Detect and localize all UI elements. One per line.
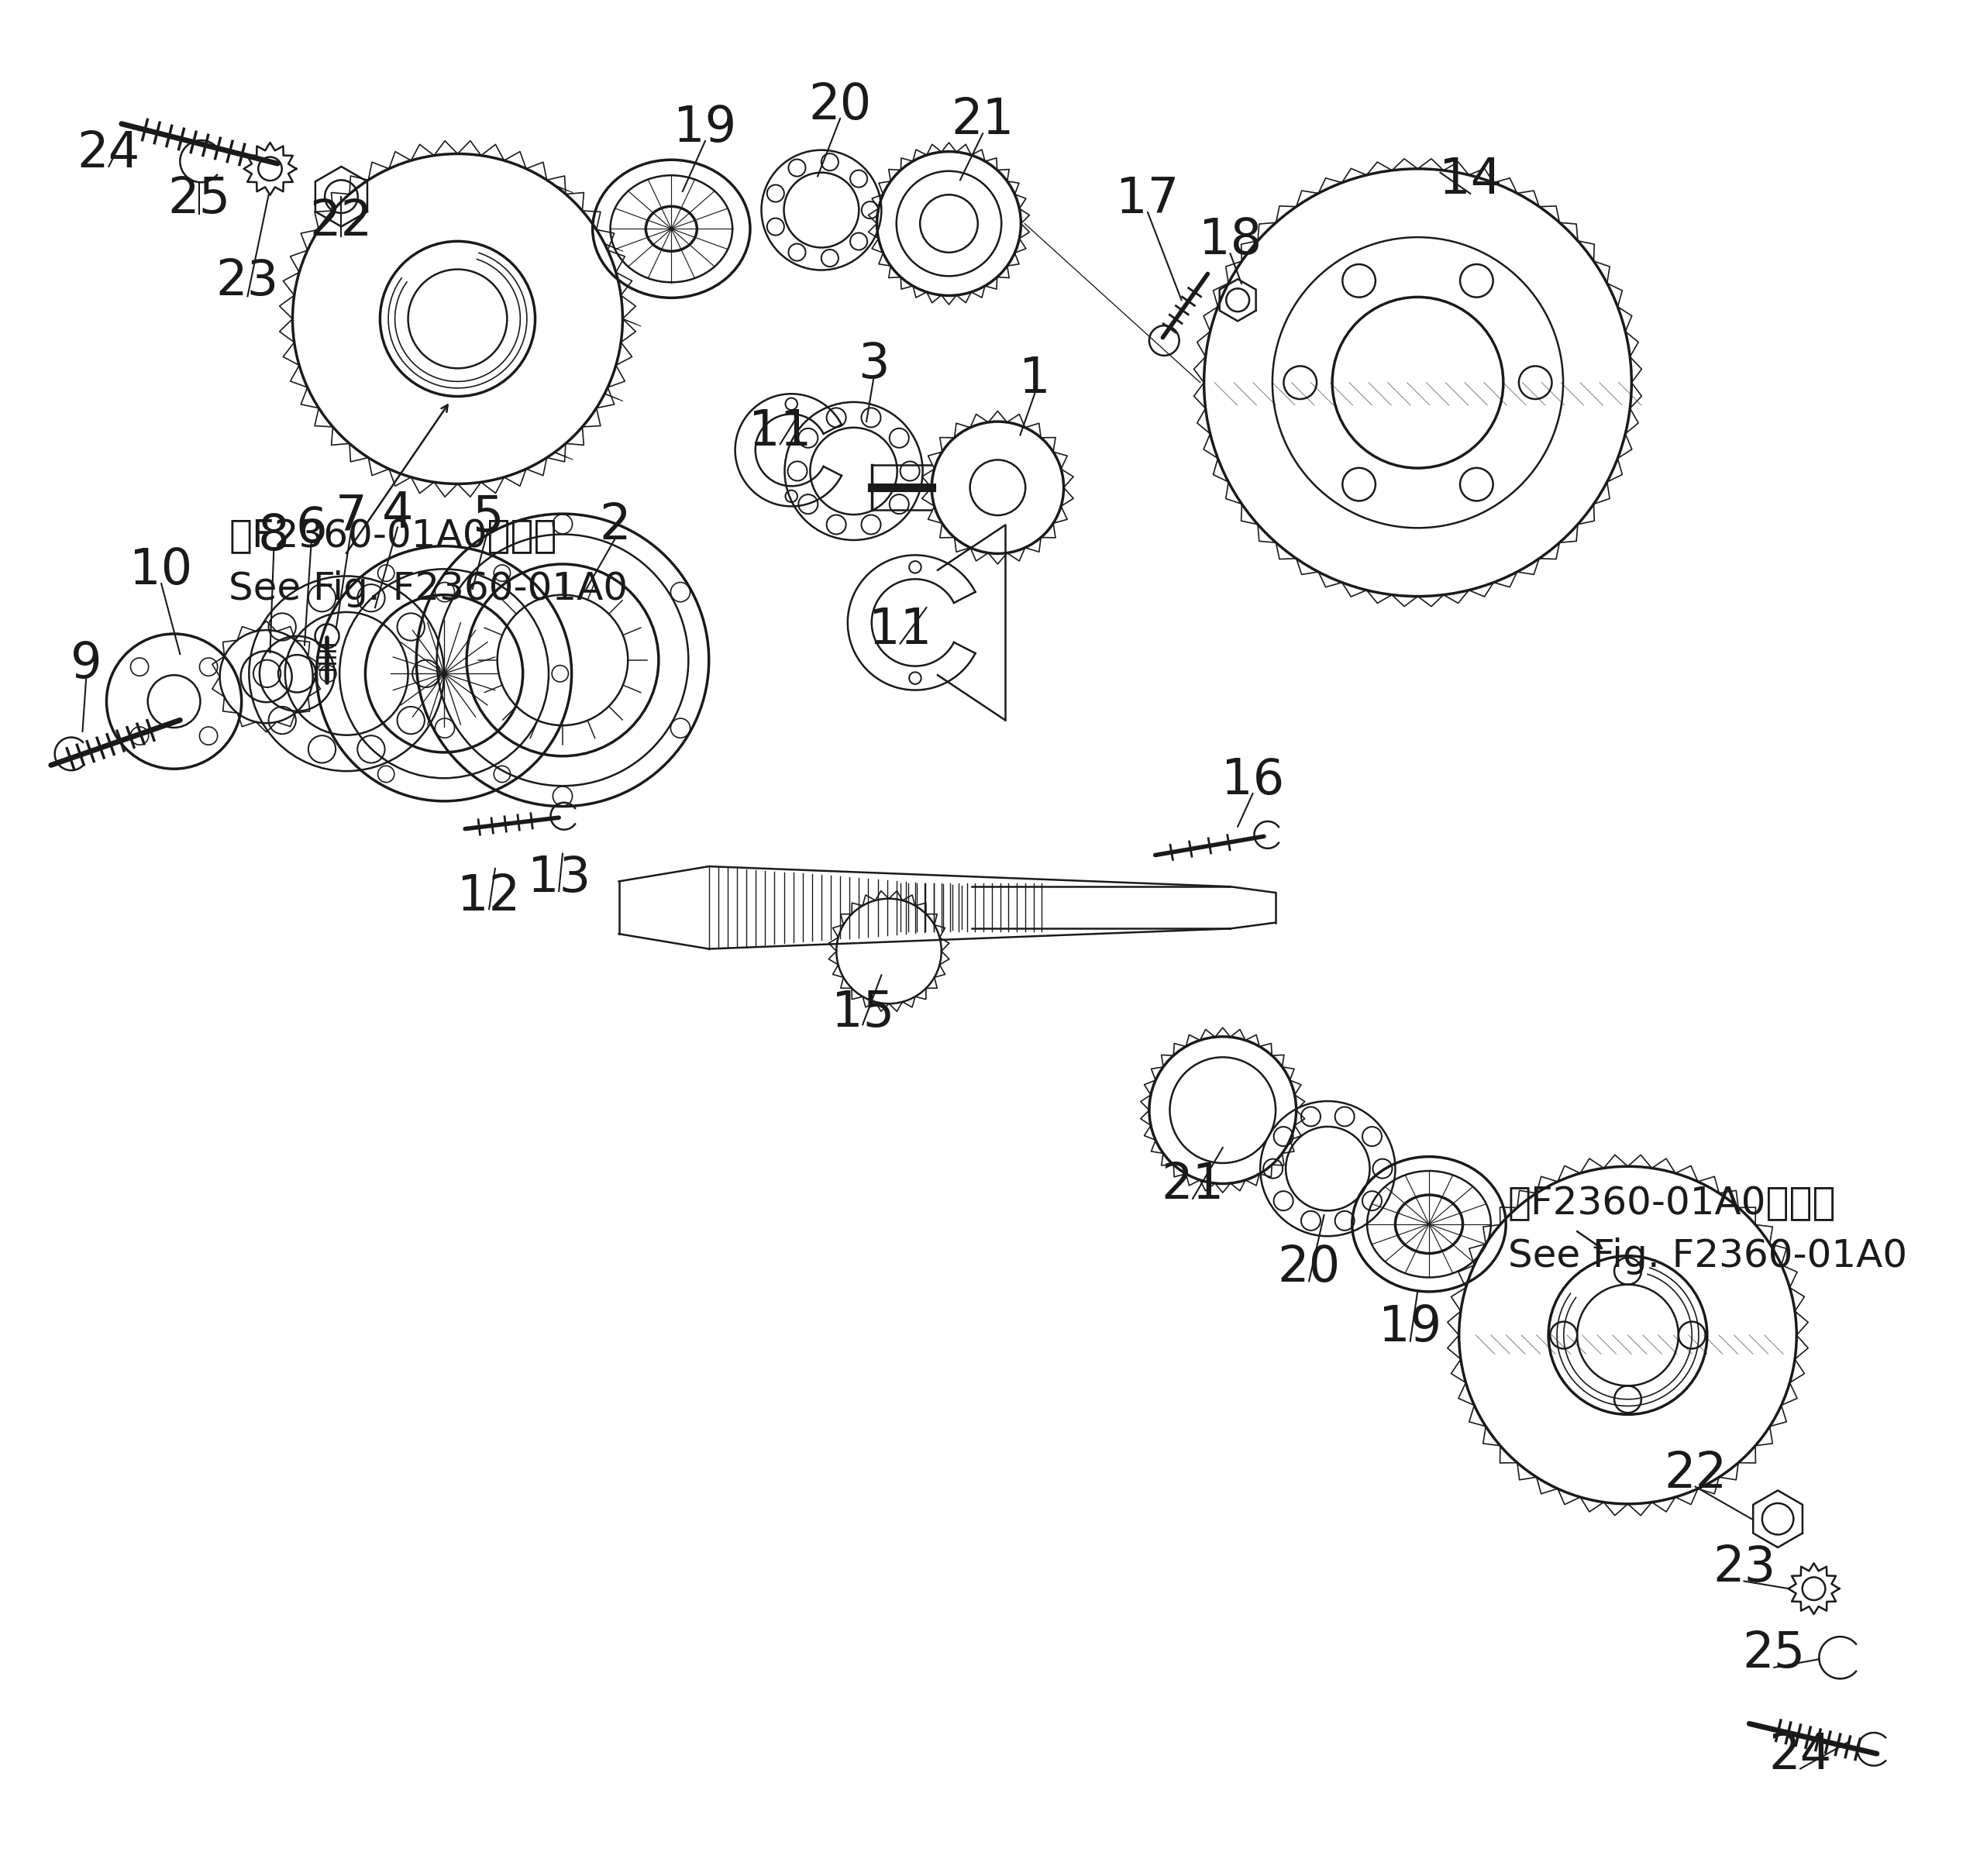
Text: 4: 4: [382, 490, 413, 538]
Text: 20: 20: [1278, 1244, 1341, 1293]
Text: 21: 21: [952, 96, 1013, 144]
Text: 24: 24: [77, 129, 141, 178]
Text: 21: 21: [1160, 1161, 1224, 1210]
Text: 2: 2: [600, 501, 630, 550]
Text: 6: 6: [296, 505, 328, 553]
Text: See Fig. F2360-01A0: See Fig. F2360-01A0: [1508, 1238, 1908, 1276]
Text: 22: 22: [1663, 1450, 1727, 1497]
Text: 23: 23: [1713, 1544, 1776, 1591]
Text: 3: 3: [858, 340, 890, 388]
Text: 8: 8: [258, 512, 290, 561]
Text: 1: 1: [1019, 355, 1051, 403]
Text: 10: 10: [129, 546, 193, 595]
Text: 11: 11: [749, 407, 811, 456]
Text: 18: 18: [1198, 216, 1262, 265]
Text: 17: 17: [1117, 174, 1178, 223]
Text: 第F2360-01A0図参照: 第F2360-01A0図参照: [1508, 1186, 1836, 1223]
Text: 14: 14: [1439, 156, 1502, 204]
Text: 22: 22: [310, 197, 374, 246]
Text: 5: 5: [471, 493, 503, 542]
Text: 20: 20: [809, 81, 872, 129]
Text: 第F2360-01A0図参照: 第F2360-01A0図参照: [229, 518, 556, 555]
Text: 15: 15: [831, 989, 894, 1037]
Text: 25: 25: [1743, 1630, 1806, 1677]
Text: 12: 12: [457, 872, 521, 921]
Text: 9: 9: [70, 640, 101, 688]
Text: 23: 23: [217, 257, 278, 306]
Text: 19: 19: [674, 103, 737, 152]
Text: 11: 11: [868, 606, 932, 655]
Text: 25: 25: [167, 174, 230, 223]
Text: 7: 7: [336, 493, 368, 542]
Text: 13: 13: [527, 854, 590, 902]
Text: See Fig. F2360-01A0: See Fig. F2360-01A0: [229, 570, 628, 608]
Text: 19: 19: [1379, 1304, 1443, 1353]
Text: 24: 24: [1768, 1732, 1832, 1778]
Text: 16: 16: [1222, 756, 1284, 805]
